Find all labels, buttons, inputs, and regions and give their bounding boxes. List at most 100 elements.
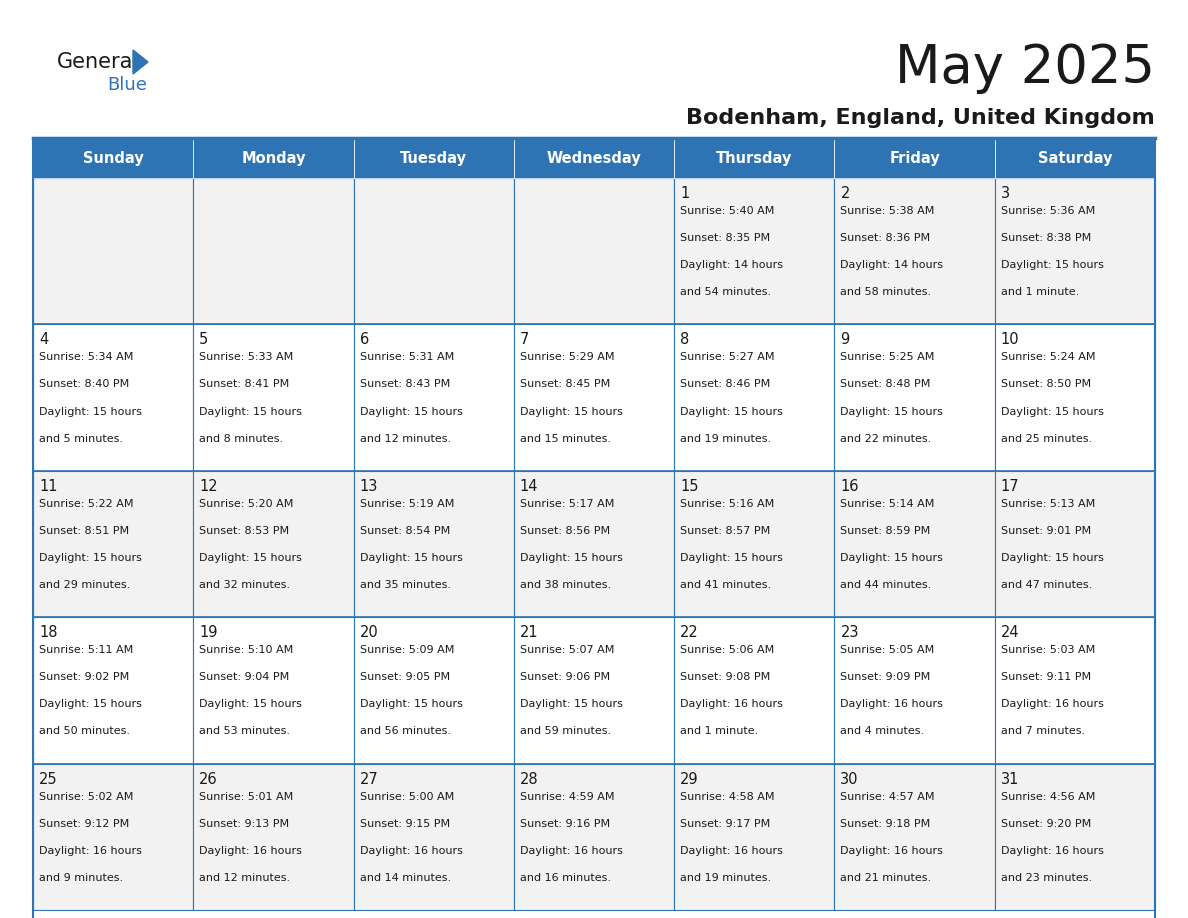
Bar	[514, 471, 674, 617]
Bar	[514, 764, 674, 910]
Text: Sunset: 8:50 PM: Sunset: 8:50 PM	[1000, 379, 1091, 389]
Text: and 19 minutes.: and 19 minutes.	[681, 873, 771, 883]
Text: Sunrise: 5:34 AM: Sunrise: 5:34 AM	[39, 353, 133, 363]
Text: and 58 minutes.: and 58 minutes.	[840, 287, 931, 297]
Text: and 4 minutes.: and 4 minutes.	[840, 726, 924, 736]
Text: May 2025: May 2025	[895, 42, 1155, 94]
Bar	[33, 324, 194, 471]
Text: Sunrise: 5:16 AM: Sunrise: 5:16 AM	[681, 498, 775, 509]
Text: Sunset: 8:57 PM: Sunset: 8:57 PM	[681, 526, 770, 536]
Text: 7: 7	[520, 332, 529, 347]
Text: Sunrise: 5:02 AM: Sunrise: 5:02 AM	[39, 791, 133, 801]
Text: Daylight: 15 hours: Daylight: 15 hours	[840, 407, 943, 417]
Text: Sunrise: 5:05 AM: Sunrise: 5:05 AM	[840, 645, 935, 655]
Text: Sunrise: 4:57 AM: Sunrise: 4:57 AM	[840, 791, 935, 801]
Text: Daylight: 16 hours: Daylight: 16 hours	[681, 700, 783, 710]
Text: Monday: Monday	[241, 151, 305, 165]
Bar	[194, 324, 354, 471]
Text: Sunset: 9:09 PM: Sunset: 9:09 PM	[840, 672, 930, 682]
Text: Sunrise: 5:20 AM: Sunrise: 5:20 AM	[200, 498, 293, 509]
Text: Sunset: 8:51 PM: Sunset: 8:51 PM	[39, 526, 129, 536]
Text: and 5 minutes.: and 5 minutes.	[39, 433, 124, 443]
Text: Sunrise: 5:11 AM: Sunrise: 5:11 AM	[39, 645, 133, 655]
Bar	[194, 471, 354, 617]
Text: and 9 minutes.: and 9 minutes.	[39, 873, 124, 883]
Text: Bodenham, England, United Kingdom: Bodenham, England, United Kingdom	[687, 108, 1155, 128]
Text: 16: 16	[840, 479, 859, 494]
Text: Sunrise: 5:00 AM: Sunrise: 5:00 AM	[360, 791, 454, 801]
Text: and 1 minute.: and 1 minute.	[681, 726, 758, 736]
Text: Sunrise: 5:25 AM: Sunrise: 5:25 AM	[840, 353, 935, 363]
Text: Sunrise: 5:19 AM: Sunrise: 5:19 AM	[360, 498, 454, 509]
Text: Sunrise: 5:33 AM: Sunrise: 5:33 AM	[200, 353, 293, 363]
Text: 1: 1	[681, 186, 689, 201]
Text: Sunrise: 5:40 AM: Sunrise: 5:40 AM	[681, 206, 775, 216]
Text: Sunrise: 5:01 AM: Sunrise: 5:01 AM	[200, 791, 293, 801]
Text: 10: 10	[1000, 332, 1019, 347]
Text: 31: 31	[1000, 772, 1019, 787]
Text: and 7 minutes.: and 7 minutes.	[1000, 726, 1085, 736]
Text: Daylight: 16 hours: Daylight: 16 hours	[1000, 700, 1104, 710]
Text: 17: 17	[1000, 479, 1019, 494]
Text: Sunrise: 5:24 AM: Sunrise: 5:24 AM	[1000, 353, 1095, 363]
Text: 29: 29	[681, 772, 699, 787]
Text: General: General	[57, 52, 139, 72]
Bar	[33, 138, 1155, 918]
Text: Daylight: 15 hours: Daylight: 15 hours	[681, 407, 783, 417]
Text: Sunrise: 5:14 AM: Sunrise: 5:14 AM	[840, 498, 935, 509]
Text: 12: 12	[200, 479, 217, 494]
Bar	[354, 764, 514, 910]
Text: Sunrise: 5:38 AM: Sunrise: 5:38 AM	[840, 206, 935, 216]
Bar	[354, 617, 514, 764]
Text: Sunrise: 5:03 AM: Sunrise: 5:03 AM	[1000, 645, 1095, 655]
Text: Sunset: 9:12 PM: Sunset: 9:12 PM	[39, 819, 129, 829]
Bar	[834, 138, 994, 178]
Text: Daylight: 14 hours: Daylight: 14 hours	[681, 260, 783, 270]
Bar	[834, 764, 994, 910]
Text: Blue: Blue	[107, 76, 147, 94]
Text: Sunset: 9:06 PM: Sunset: 9:06 PM	[520, 672, 609, 682]
Text: Daylight: 15 hours: Daylight: 15 hours	[360, 407, 462, 417]
Text: Sunset: 8:48 PM: Sunset: 8:48 PM	[840, 379, 931, 389]
Text: 26: 26	[200, 772, 217, 787]
Text: and 14 minutes.: and 14 minutes.	[360, 873, 450, 883]
Text: Daylight: 14 hours: Daylight: 14 hours	[840, 260, 943, 270]
Text: Daylight: 15 hours: Daylight: 15 hours	[360, 553, 462, 563]
Text: Daylight: 15 hours: Daylight: 15 hours	[200, 700, 302, 710]
Text: and 38 minutes.: and 38 minutes.	[520, 580, 611, 590]
Text: Daylight: 16 hours: Daylight: 16 hours	[520, 845, 623, 856]
Text: Sunset: 8:35 PM: Sunset: 8:35 PM	[681, 233, 770, 243]
Text: Sunset: 8:46 PM: Sunset: 8:46 PM	[681, 379, 770, 389]
Bar	[33, 617, 194, 764]
Text: Daylight: 16 hours: Daylight: 16 hours	[200, 845, 302, 856]
Text: 28: 28	[520, 772, 538, 787]
Bar	[674, 324, 834, 471]
Bar	[514, 324, 674, 471]
Text: 5: 5	[200, 332, 209, 347]
Text: and 59 minutes.: and 59 minutes.	[520, 726, 611, 736]
Text: Sunrise: 5:27 AM: Sunrise: 5:27 AM	[681, 353, 775, 363]
Bar	[514, 617, 674, 764]
Bar	[994, 764, 1155, 910]
Text: Sunrise: 4:59 AM: Sunrise: 4:59 AM	[520, 791, 614, 801]
Text: 30: 30	[840, 772, 859, 787]
Text: Sunday: Sunday	[83, 151, 144, 165]
Text: and 29 minutes.: and 29 minutes.	[39, 580, 131, 590]
Text: and 47 minutes.: and 47 minutes.	[1000, 580, 1092, 590]
Bar	[194, 764, 354, 910]
Bar	[194, 178, 354, 324]
Text: Sunset: 9:04 PM: Sunset: 9:04 PM	[200, 672, 290, 682]
Text: Sunset: 9:18 PM: Sunset: 9:18 PM	[840, 819, 930, 829]
Text: 18: 18	[39, 625, 57, 640]
Text: Sunrise: 5:17 AM: Sunrise: 5:17 AM	[520, 498, 614, 509]
Text: and 15 minutes.: and 15 minutes.	[520, 433, 611, 443]
Text: Daylight: 15 hours: Daylight: 15 hours	[520, 407, 623, 417]
Text: Daylight: 16 hours: Daylight: 16 hours	[39, 845, 141, 856]
Text: and 25 minutes.: and 25 minutes.	[1000, 433, 1092, 443]
Text: and 32 minutes.: and 32 minutes.	[200, 580, 290, 590]
Text: and 35 minutes.: and 35 minutes.	[360, 580, 450, 590]
Text: 9: 9	[840, 332, 849, 347]
Text: and 12 minutes.: and 12 minutes.	[360, 433, 450, 443]
Bar	[33, 138, 194, 178]
Text: Sunrise: 5:22 AM: Sunrise: 5:22 AM	[39, 498, 133, 509]
